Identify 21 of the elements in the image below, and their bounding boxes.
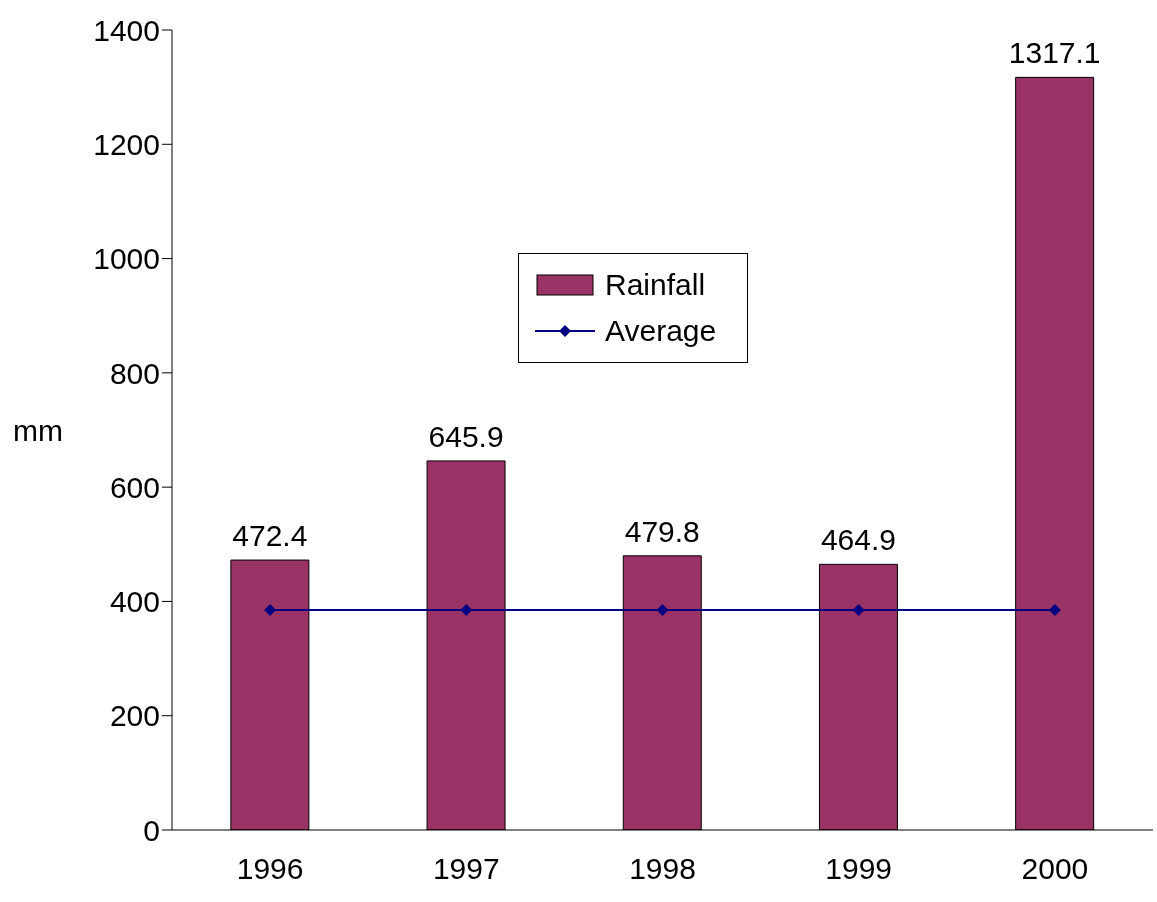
y-tick-label: 200 — [109, 699, 160, 733]
x-tick-label: 1998 — [629, 852, 696, 886]
data-label: 472.4 — [232, 519, 308, 553]
data-label: 645.9 — [428, 419, 504, 453]
x-tick-label: 2000 — [1021, 852, 1089, 886]
data-label: 479.8 — [624, 514, 700, 548]
y-tick-label: 0 — [143, 813, 160, 847]
data-label: 464.9 — [820, 523, 896, 557]
y-axis-title: mm — [13, 413, 63, 447]
y-tick-label: 400 — [109, 585, 160, 619]
y-tick-label: 1400 — [93, 13, 160, 47]
x-tick-label: 1999 — [825, 852, 893, 886]
y-tick-label: 800 — [109, 356, 160, 390]
legend-label: Rainfall — [605, 268, 706, 302]
legend-label: Average — [605, 314, 717, 348]
y-tick-label: 1200 — [93, 127, 160, 161]
x-tick-label: 1997 — [432, 852, 500, 886]
data-label: 1317.1 — [1008, 36, 1101, 70]
x-tick-label: 1996 — [236, 852, 304, 886]
y-tick-label: 1000 — [93, 242, 160, 276]
y-tick-label: 600 — [109, 470, 160, 504]
